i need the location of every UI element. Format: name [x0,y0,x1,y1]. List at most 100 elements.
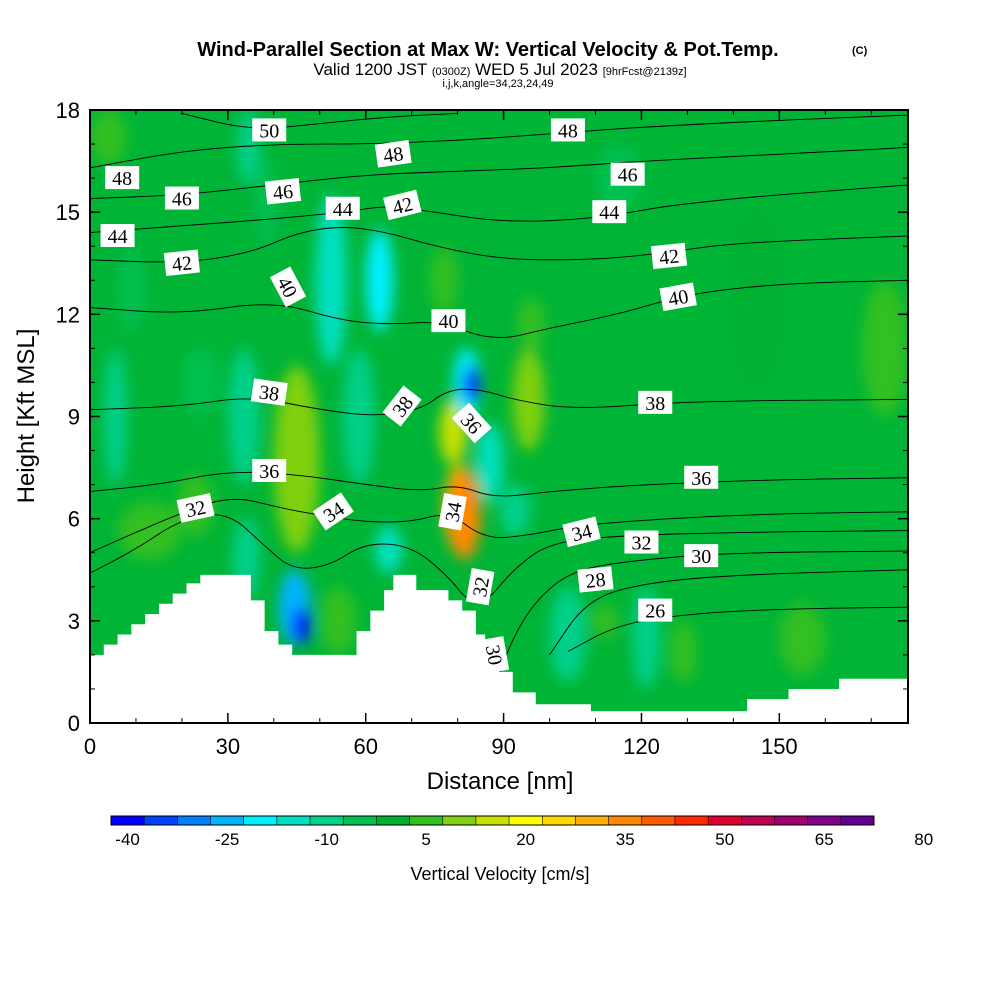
contour-label-box [164,186,199,210]
isentrope-36 [90,471,908,497]
colorbar-swatch [774,816,809,825]
contour-label-25: 32 [176,493,215,523]
velocity-cell-23 [462,365,481,403]
y-tick-label: 18 [56,98,80,123]
contour-label-20: 36 [252,458,287,483]
x-tick-label: 120 [623,734,660,759]
colorbar-swatch [409,816,444,825]
contour-label-box [100,224,135,248]
velocity-cell-3 [117,501,182,560]
colorbar-swatch [111,816,145,825]
colorbar-swatch [608,816,643,825]
velocity-cell-24 [476,423,504,502]
contour-label-box [550,118,585,142]
colorbar-swatch [741,816,775,825]
colorbar-tick-label: 35 [616,830,635,849]
y-tick-label: 12 [56,302,80,327]
velocity-field [90,110,908,689]
contour-label-29: 30 [684,544,719,568]
contour-label-24: 34 [562,516,601,548]
chart-title: Wind-Parallel Section at Max W: Vertical… [197,39,778,61]
contour-label-box [562,516,601,548]
velocity-cell-31 [669,620,697,683]
contour-label-box [264,178,302,205]
colorbar-tick-label: 80 [914,830,933,849]
contour-label-text: 44 [333,199,353,221]
contour-label-18: 38 [638,390,673,415]
x-tick-label: 60 [353,734,377,759]
contour-label-text: 44 [108,226,128,248]
contour-label-2: 48 [550,118,585,142]
contour-label-14: 40 [431,309,466,333]
contour-label-text: 48 [558,120,578,142]
subtitle-date: WED 5 Jul 2023 [475,60,598,79]
contour-label-text: 30 [481,643,506,667]
title-mark: (C) [852,45,868,57]
contour-label-30: 28 [577,566,614,593]
contour-label-box [451,402,492,444]
velocity-cell-18 [430,246,458,315]
velocity-cell-12 [292,607,311,645]
contour-label-4: 46 [164,186,199,211]
contour-label-box [438,493,467,531]
isentrope-38 [90,388,908,416]
colorbar-swatch [807,816,842,825]
contour-label-text: 46 [172,189,192,211]
contour-label-31: 26 [638,598,673,623]
colorbar-swatch [243,816,278,825]
y-axis-label: Height [Kft MSL] [13,329,40,504]
chart-subtitle: Valid 1200 JST (0300Z) WED 5 Jul 2023 [9… [313,60,686,79]
contour-label-box [383,189,422,221]
colorbar-tick-label: 20 [516,830,535,849]
y-tick-label: 9 [68,405,80,430]
colorbar-swatch [509,816,543,825]
y-tick-label: 3 [68,609,80,634]
y-tick-label: 6 [68,507,80,532]
x-tick-label: 150 [761,734,798,759]
colorbar-swatch [144,816,178,825]
colorbar-swatch [376,816,411,825]
contour-label-box [480,636,510,674]
colorbar-tick-label: 50 [715,830,734,849]
velocity-cell-16 [365,229,394,332]
colorbar-swatch [210,816,245,825]
contour-label-10: 42 [163,249,200,276]
contour-label-box [176,493,215,523]
contour-label-text: 38 [645,393,665,415]
velocity-cell-21 [448,470,481,560]
subtitle-utc: (0300Z) [432,66,471,78]
velocity-cell-6 [227,348,261,485]
velocity-cell-14 [319,586,357,655]
contour-label-8: 44 [325,196,360,221]
contour-label-text: 46 [618,165,638,187]
contour-label-28: 30 [480,636,510,674]
contour-label-box [252,458,287,482]
contour-label-6: 46 [610,162,645,187]
contour-label-box [374,140,412,168]
contour-label-box [684,465,719,489]
contour-label-box [465,567,495,606]
velocity-cell-5 [181,348,219,417]
contour-label-23: 34 [438,493,467,531]
contour-label-0: 50 [252,118,287,142]
contour-label-text: 46 [272,181,294,205]
contour-label-11: 42 [383,189,422,221]
y-tick-label: 0 [68,711,80,736]
contour-label-box [610,162,645,186]
contour-label-15: 40 [659,282,697,312]
colorbar [110,815,875,826]
contour-label-box [252,118,287,142]
colorbar-swatch [442,816,477,825]
contour-label-box [250,378,288,406]
velocity-cell-27 [517,297,545,349]
contour-label-box [325,196,360,220]
velocity-cell-32 [779,603,826,676]
subtitle-main: Valid 1200 JST [313,60,427,79]
colorbar-swatch [177,816,212,825]
velocity-cell-10 [273,365,320,553]
velocity-cell-25 [499,484,532,536]
colorbar-tick-label: 65 [815,830,834,849]
contour-label-box [105,166,140,190]
